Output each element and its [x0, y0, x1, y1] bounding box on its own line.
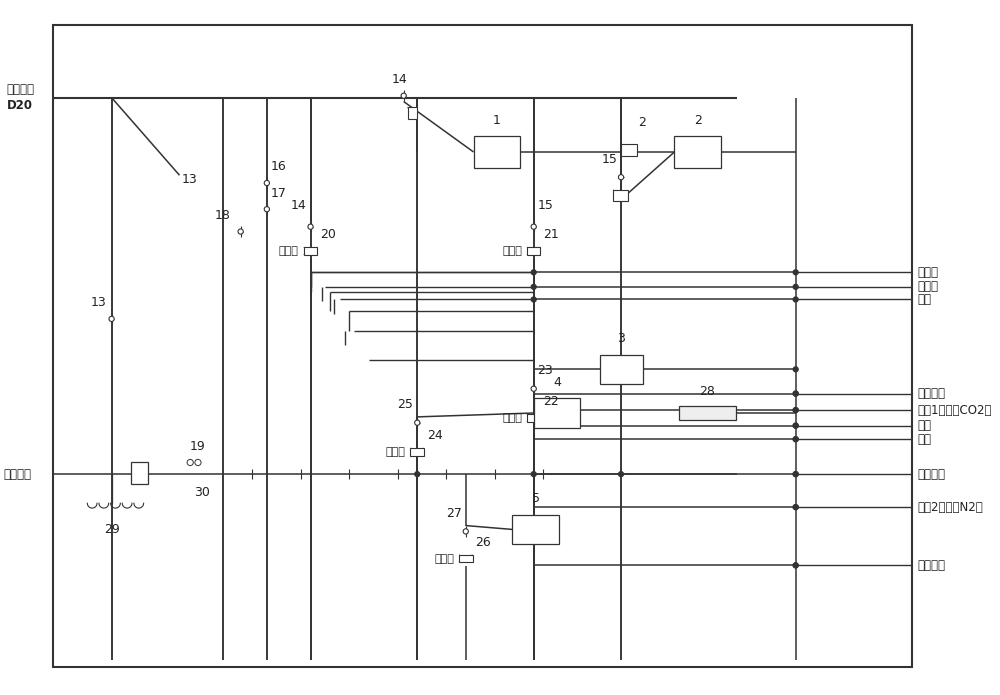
Circle shape — [793, 563, 798, 568]
Circle shape — [618, 174, 624, 180]
Text: 17: 17 — [271, 186, 287, 199]
Circle shape — [463, 529, 468, 534]
Circle shape — [531, 284, 536, 289]
Text: 1: 1 — [493, 114, 501, 126]
Text: 2: 2 — [638, 115, 646, 129]
Bar — [527, 247, 540, 254]
Text: 空气: 空气 — [917, 433, 931, 445]
Text: 13: 13 — [181, 173, 197, 186]
Bar — [679, 406, 736, 420]
Circle shape — [531, 297, 536, 302]
Bar — [53, 25, 912, 667]
Circle shape — [415, 472, 420, 477]
Text: 27: 27 — [446, 507, 462, 520]
Text: 尾气出口: 尾气出口 — [7, 83, 35, 97]
Circle shape — [619, 472, 623, 477]
Bar — [304, 247, 317, 254]
Circle shape — [793, 391, 798, 396]
Text: 4: 4 — [553, 376, 561, 389]
Text: 备用: 备用 — [917, 293, 931, 306]
Text: 量程气: 量程气 — [917, 280, 938, 293]
Circle shape — [793, 408, 798, 413]
Bar — [408, 107, 417, 119]
Circle shape — [195, 459, 201, 466]
Circle shape — [793, 270, 798, 275]
Circle shape — [793, 423, 798, 428]
Text: 18: 18 — [215, 208, 231, 222]
Text: 5: 5 — [532, 492, 540, 505]
Text: 过滤器: 过滤器 — [386, 447, 406, 457]
Bar — [534, 398, 580, 427]
Text: 零点气: 零点气 — [917, 265, 938, 279]
Circle shape — [793, 284, 798, 289]
Circle shape — [415, 420, 420, 425]
Text: 样品入口: 样品入口 — [3, 468, 31, 481]
Bar — [621, 144, 637, 156]
Circle shape — [109, 316, 114, 322]
Circle shape — [793, 391, 798, 396]
Text: 26: 26 — [475, 536, 491, 549]
Circle shape — [531, 472, 536, 477]
Bar — [674, 136, 721, 167]
Text: 总硫标气: 总硫标气 — [917, 468, 945, 481]
Bar — [474, 136, 520, 167]
Text: 载气1（高纯CO2）: 载气1（高纯CO2） — [917, 404, 991, 416]
Circle shape — [531, 386, 536, 391]
Circle shape — [531, 270, 536, 275]
Text: 过滤器: 过滤器 — [434, 553, 454, 564]
Text: 过滤器: 过滤器 — [279, 246, 299, 256]
Text: 氢气: 氢气 — [917, 419, 931, 432]
Text: 29: 29 — [104, 523, 119, 536]
Text: 28: 28 — [699, 386, 715, 398]
Text: 24: 24 — [427, 429, 443, 442]
Circle shape — [793, 472, 798, 477]
Circle shape — [793, 472, 798, 477]
Text: 3: 3 — [617, 332, 625, 345]
Bar — [410, 448, 424, 455]
Text: 16: 16 — [271, 161, 286, 173]
Circle shape — [531, 224, 536, 229]
Circle shape — [793, 408, 798, 413]
Text: 20: 20 — [320, 228, 336, 241]
Text: 19: 19 — [189, 440, 205, 452]
Bar — [527, 414, 540, 422]
Circle shape — [238, 229, 243, 234]
Text: 14: 14 — [291, 199, 307, 212]
Bar — [600, 354, 643, 384]
Text: 过滤器: 过滤器 — [502, 413, 522, 423]
Circle shape — [793, 367, 798, 372]
Text: 25: 25 — [397, 398, 413, 411]
Bar — [512, 515, 559, 544]
Circle shape — [793, 423, 798, 428]
Circle shape — [793, 436, 798, 441]
Circle shape — [308, 224, 313, 229]
Circle shape — [793, 505, 798, 509]
Text: 2: 2 — [694, 114, 702, 126]
Circle shape — [793, 505, 798, 509]
Text: 载气2（高纯N2）: 载气2（高纯N2） — [917, 500, 983, 514]
Text: 13: 13 — [91, 296, 107, 309]
Text: 总硫标气: 总硫标气 — [917, 559, 945, 572]
Circle shape — [264, 181, 269, 186]
Text: D20: D20 — [7, 99, 33, 112]
Bar — [613, 190, 628, 202]
Circle shape — [187, 459, 193, 466]
Text: 15: 15 — [601, 153, 617, 165]
Text: 14: 14 — [392, 73, 408, 86]
Circle shape — [793, 563, 798, 568]
Text: 23: 23 — [538, 364, 553, 377]
Text: 过滤器: 过滤器 — [502, 246, 522, 256]
Circle shape — [793, 297, 798, 302]
Bar — [459, 555, 473, 562]
Bar — [131, 462, 148, 484]
Text: 22: 22 — [543, 395, 559, 408]
Circle shape — [401, 93, 406, 98]
Circle shape — [264, 206, 269, 212]
Text: 总烃标气: 总烃标气 — [917, 387, 945, 400]
Text: 21: 21 — [543, 228, 559, 241]
Text: 15: 15 — [538, 199, 553, 212]
Text: 30: 30 — [194, 486, 210, 499]
Circle shape — [793, 436, 798, 441]
